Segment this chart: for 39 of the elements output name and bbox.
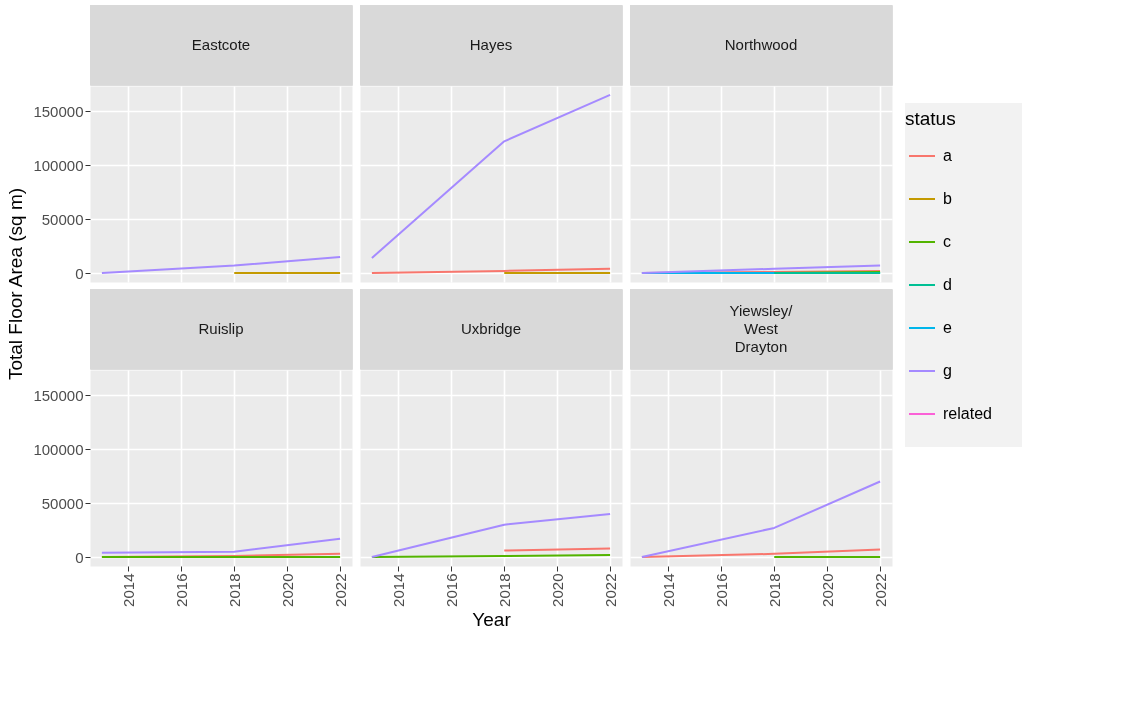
x-tick-label: 2020 — [548, 573, 566, 607]
y-tick-label: 150000 — [33, 102, 84, 120]
x-tick-label: 2022 — [871, 573, 889, 607]
y-tick-label: 150000 — [33, 386, 84, 404]
x-tick-label: 2020 — [818, 573, 836, 607]
legend-label: e — [943, 319, 952, 336]
chart-title: Yiewsley/West Drayton — [729, 302, 794, 355]
y-axis-title: Total Floor Area (sq m) — [5, 187, 26, 381]
chart-title: Eastcote — [191, 36, 251, 53]
y-tick-label: 100000 — [33, 440, 84, 458]
chart-title: Ruislip — [198, 320, 244, 337]
legend-title: status — [905, 108, 956, 129]
x-tick-label: 2018 — [765, 573, 783, 607]
x-tick-label: 2022 — [331, 573, 349, 607]
legend-label: b — [943, 190, 952, 207]
y-tick-label: 0 — [75, 548, 84, 566]
x-axis-title: Year — [472, 608, 512, 630]
x-tick-label: 2018 — [225, 573, 243, 607]
y-tick-label: 50000 — [41, 494, 84, 512]
chart-title: Northwood — [724, 36, 798, 53]
x-tick-label: 2018 — [495, 573, 513, 607]
x-tick-label: 2022 — [601, 573, 619, 607]
y-tick-label: 0 — [75, 264, 84, 282]
legend-label: related — [943, 405, 992, 422]
chart-title: Hayes — [469, 36, 513, 53]
chart-title: Uxbridge — [460, 320, 522, 337]
legend-label: g — [943, 362, 952, 379]
x-tick-label: 2014 — [119, 573, 137, 607]
legend-label: c — [943, 233, 951, 250]
x-tick-label: 2016 — [442, 573, 460, 607]
y-tick-label: 100000 — [33, 156, 84, 174]
x-tick-label: 2020 — [278, 573, 296, 607]
y-tick-label: 50000 — [41, 210, 84, 228]
x-tick-label: 2016 — [172, 573, 190, 607]
legend-label: a — [943, 147, 952, 164]
x-tick-label: 2016 — [712, 573, 730, 607]
x-tick-label: 2014 — [659, 573, 677, 607]
x-tick-label: 2014 — [389, 573, 407, 607]
legend-label: d — [943, 276, 952, 293]
